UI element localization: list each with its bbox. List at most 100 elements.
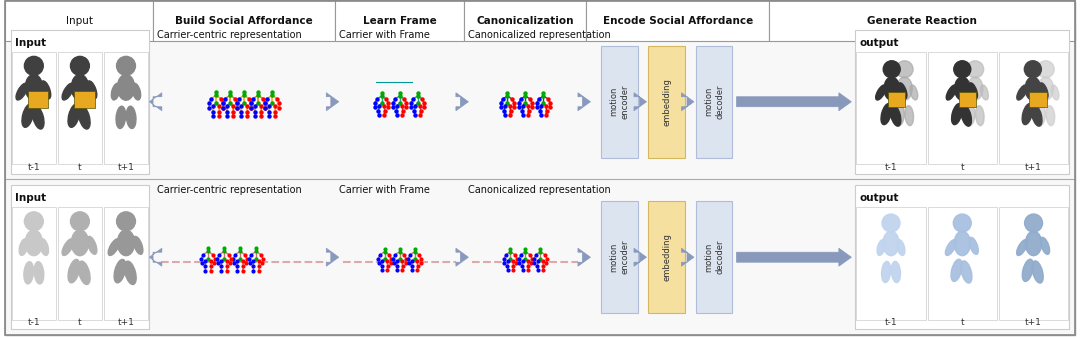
Ellipse shape: [32, 106, 44, 129]
Ellipse shape: [954, 231, 971, 256]
Ellipse shape: [890, 105, 901, 126]
Ellipse shape: [24, 262, 33, 284]
Ellipse shape: [41, 81, 51, 99]
Bar: [928, 207, 997, 320]
Ellipse shape: [1032, 85, 1040, 100]
Circle shape: [117, 56, 135, 75]
Text: Learn Frame: Learn Frame: [363, 16, 436, 26]
Text: t+1: t+1: [1025, 318, 1042, 328]
FancyBboxPatch shape: [1029, 93, 1047, 107]
Text: motion
encoder: motion encoder: [609, 84, 630, 119]
Bar: [769, 0, 1075, 41]
Circle shape: [1024, 61, 1041, 78]
Circle shape: [954, 61, 971, 78]
Polygon shape: [326, 93, 339, 111]
Ellipse shape: [1047, 105, 1055, 126]
Ellipse shape: [962, 85, 970, 100]
Ellipse shape: [910, 85, 918, 100]
Bar: [464, 0, 586, 41]
Ellipse shape: [35, 262, 44, 284]
Polygon shape: [456, 93, 469, 111]
Ellipse shape: [1016, 85, 1027, 100]
Circle shape: [25, 212, 43, 231]
Ellipse shape: [896, 240, 905, 256]
Ellipse shape: [79, 106, 90, 129]
Ellipse shape: [975, 105, 984, 126]
Text: Canonicalized representation: Canonicalized representation: [469, 185, 611, 195]
Ellipse shape: [87, 81, 97, 99]
Bar: [855, 30, 1069, 174]
Ellipse shape: [951, 103, 962, 125]
Polygon shape: [578, 93, 591, 111]
Bar: [696, 201, 732, 313]
Text: Encode Social Affordance: Encode Social Affordance: [603, 16, 753, 26]
Bar: [153, 0, 335, 41]
Ellipse shape: [22, 104, 33, 127]
Text: t-1: t-1: [885, 163, 897, 172]
Circle shape: [1037, 61, 1054, 78]
Ellipse shape: [16, 83, 28, 100]
Text: t+1: t+1: [1025, 163, 1042, 172]
Bar: [856, 52, 926, 164]
Ellipse shape: [881, 103, 892, 125]
Circle shape: [896, 61, 913, 78]
Ellipse shape: [1023, 259, 1034, 282]
Ellipse shape: [969, 83, 977, 99]
Bar: [602, 46, 637, 158]
Ellipse shape: [1039, 83, 1048, 99]
Text: Input: Input: [66, 16, 93, 26]
Polygon shape: [456, 248, 469, 266]
FancyBboxPatch shape: [73, 91, 95, 108]
Text: motion
decoder: motion decoder: [704, 84, 725, 119]
Text: t: t: [960, 318, 964, 328]
Ellipse shape: [1038, 77, 1053, 100]
Text: t+1: t+1: [118, 318, 134, 328]
Ellipse shape: [63, 239, 73, 256]
Circle shape: [25, 56, 43, 75]
Ellipse shape: [111, 83, 120, 100]
Ellipse shape: [68, 260, 80, 283]
Ellipse shape: [881, 261, 891, 283]
Bar: [602, 201, 637, 313]
Polygon shape: [634, 248, 647, 266]
Ellipse shape: [124, 261, 136, 285]
Circle shape: [882, 214, 900, 232]
Bar: [5, 179, 1075, 335]
Text: embedding: embedding: [662, 78, 672, 126]
Ellipse shape: [1016, 240, 1028, 256]
Circle shape: [1025, 214, 1042, 232]
Circle shape: [954, 214, 971, 232]
Polygon shape: [149, 248, 162, 266]
Polygon shape: [634, 93, 647, 111]
Text: Canonicalized representation: Canonicalized representation: [469, 30, 611, 40]
Text: Canonicalization: Canonicalization: [476, 16, 575, 26]
Ellipse shape: [132, 83, 140, 100]
Ellipse shape: [114, 260, 126, 283]
Text: output: output: [860, 38, 899, 48]
Text: Carrier with Frame: Carrier with Frame: [339, 30, 430, 40]
Bar: [58, 207, 102, 320]
Bar: [855, 185, 1069, 329]
Ellipse shape: [71, 230, 89, 256]
Text: Carrier with Frame: Carrier with Frame: [339, 185, 430, 195]
Text: Input: Input: [15, 38, 46, 48]
Ellipse shape: [1025, 231, 1042, 256]
Ellipse shape: [118, 230, 135, 256]
Text: output: output: [860, 193, 899, 203]
Ellipse shape: [25, 74, 42, 100]
Ellipse shape: [1040, 237, 1050, 255]
Ellipse shape: [882, 231, 900, 256]
Ellipse shape: [1022, 103, 1032, 125]
Bar: [11, 185, 149, 329]
Ellipse shape: [71, 74, 89, 100]
Ellipse shape: [108, 239, 120, 256]
Ellipse shape: [116, 106, 125, 128]
Ellipse shape: [1025, 77, 1040, 100]
Text: t: t: [78, 318, 82, 328]
Bar: [856, 207, 926, 320]
Ellipse shape: [876, 85, 886, 100]
Ellipse shape: [40, 239, 49, 256]
Bar: [648, 201, 685, 313]
Bar: [999, 207, 1068, 320]
Ellipse shape: [877, 240, 886, 256]
